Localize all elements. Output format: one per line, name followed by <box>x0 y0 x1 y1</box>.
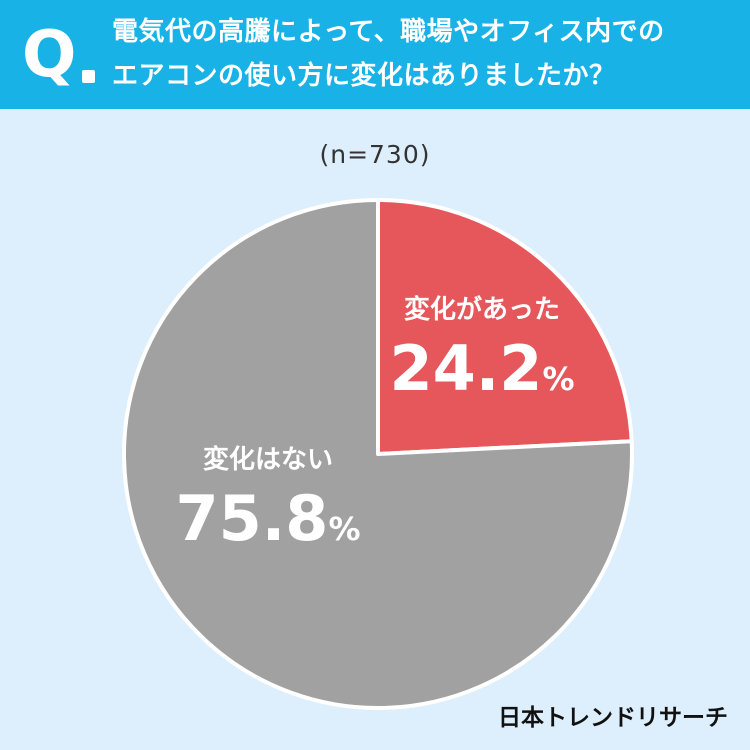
slice-label-2: 変化はない <box>203 444 333 475</box>
brand-logo: 日本トレンドリサーチ <box>498 705 728 731</box>
q-mark: Q <box>22 18 77 92</box>
slice-value-2: 75.8% <box>175 482 360 555</box>
question-text: 電気代の高騰によって、職場やオフィス内での エアコンの使い方に変化はありましたか… <box>112 10 737 98</box>
question-header: Q 電気代の高騰によって、職場やオフィス内での エアコンの使い方に変化はありまし… <box>0 0 750 109</box>
pie-slice-1 <box>376 198 634 456</box>
slice-value-1: 24.2% <box>389 332 574 405</box>
sample-size: (n=730) <box>319 140 431 169</box>
question-line-2: エアコンの使い方に変化はありましたか？ <box>112 61 616 91</box>
pie-slice-2 <box>122 198 634 710</box>
question-line-1: 電気代の高騰によって、職場やオフィス内での <box>112 17 665 47</box>
slice-label-1: 変化があった <box>404 294 560 325</box>
q-dot-icon <box>82 70 95 83</box>
